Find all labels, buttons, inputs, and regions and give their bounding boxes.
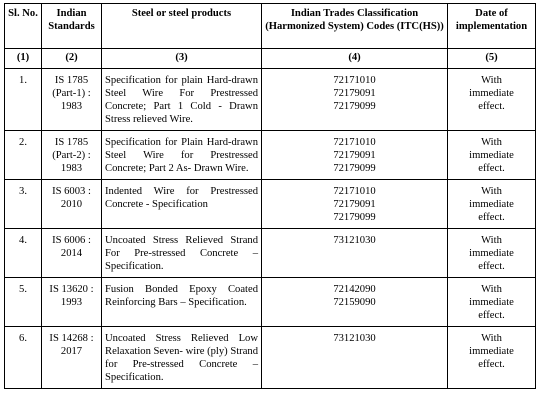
row-itc-codes: 73121030 bbox=[261, 228, 448, 278]
row-implementation-date: With immediate effect. bbox=[447, 228, 536, 278]
header-date: Date of implementation bbox=[447, 3, 536, 49]
header-products: Steel or steel products bbox=[101, 3, 262, 49]
column-number: (4) bbox=[261, 48, 448, 69]
table-row: 5. IS 13620 : 1993 Fusion Bonded Epoxy Coa… bbox=[4, 277, 536, 327]
implementation-date-text: effect. bbox=[478, 163, 505, 174]
header-indian-standards: Indian Standards bbox=[41, 3, 102, 49]
row-implementation-date: With immediate effect. bbox=[447, 68, 536, 131]
implementation-date-text: With bbox=[481, 137, 502, 148]
row-serial-number: 4. bbox=[4, 228, 42, 278]
row-itc-codes: 72171010 72179091 72179099 bbox=[261, 130, 448, 180]
implementation-date-text: With bbox=[481, 75, 502, 86]
row-indian-standard: IS 1785 (Part-1) : 1983 bbox=[41, 68, 102, 131]
table-row: 2. IS 1785 (Part-2) : 1983 Specification f… bbox=[4, 130, 536, 180]
table-row: 3. IS 6003 : 2010 Indented Wire for Prestr… bbox=[4, 179, 536, 229]
itc-code: 73121030 bbox=[333, 235, 376, 246]
row-product-description: Fusion Bonded Epoxy Coated Reinforcing B… bbox=[101, 277, 262, 327]
implementation-date-text: With bbox=[481, 186, 502, 197]
row-itc-codes: 72171010 72179091 72179099 bbox=[261, 68, 448, 131]
row-product-description: Specification for plain Hard-drawn Steel… bbox=[101, 68, 262, 131]
column-number: (1) bbox=[4, 48, 42, 69]
implementation-date-text: With bbox=[481, 235, 502, 246]
row-product-description: Specification for Plain Hard-drawn Steel… bbox=[101, 130, 262, 180]
row-serial-number: 5. bbox=[4, 277, 42, 327]
row-indian-standard: IS 6006 : 2014 bbox=[41, 228, 102, 278]
itc-code: 72171010 bbox=[333, 186, 376, 197]
row-indian-standard: IS 14268 : 2017 bbox=[41, 326, 102, 389]
implementation-date-text: effect. bbox=[478, 359, 505, 370]
itc-code: 72179091 bbox=[333, 199, 376, 210]
itc-code: 72179099 bbox=[333, 163, 376, 174]
row-indian-standard: IS 1785 (Part-2) : 1983 bbox=[41, 130, 102, 180]
row-serial-number: 3. bbox=[4, 179, 42, 229]
row-indian-standard: IS 6003 : 2010 bbox=[41, 179, 102, 229]
row-product-description: Uncoated Stress Relieved Low Relaxation … bbox=[101, 326, 262, 389]
header-itc-codes: Indian Trades Classification (Harmonized… bbox=[261, 3, 448, 49]
row-serial-number: 2. bbox=[4, 130, 42, 180]
row-serial-number: 1. bbox=[4, 68, 42, 131]
standards-table: Sl. No. Indian Standards Steel or steel … bbox=[4, 3, 536, 389]
itc-code: 72179099 bbox=[333, 101, 376, 112]
implementation-date-text: immediate bbox=[469, 346, 514, 357]
row-itc-codes: 72171010 72179091 72179099 bbox=[261, 179, 448, 229]
implementation-date-text: immediate bbox=[469, 297, 514, 308]
header-row: Sl. No. Indian Standards Steel or steel … bbox=[4, 3, 536, 49]
implementation-date-text: immediate bbox=[469, 199, 514, 210]
table-row: 1. IS 1785 (Part-1) : 1983 Specification f… bbox=[4, 68, 536, 131]
itc-code: 72179091 bbox=[333, 150, 376, 161]
column-number: (3) bbox=[101, 48, 262, 69]
implementation-date-text: With bbox=[481, 333, 502, 344]
row-indian-standard: IS 13620 : 1993 bbox=[41, 277, 102, 327]
row-implementation-date: With immediate effect. bbox=[447, 130, 536, 180]
implementation-date-text: effect. bbox=[478, 310, 505, 321]
row-itc-codes: 72142090 72159090 bbox=[261, 277, 448, 327]
table-body: 1. IS 1785 (Part-1) : 1983 Specification f… bbox=[4, 68, 536, 389]
implementation-date-text: immediate bbox=[469, 248, 514, 259]
implementation-date-text: effect. bbox=[478, 212, 505, 223]
implementation-date-text: immediate bbox=[469, 150, 514, 161]
implementation-date-text: immediate bbox=[469, 88, 514, 99]
row-implementation-date: With immediate effect. bbox=[447, 179, 536, 229]
itc-code: 72171010 bbox=[333, 75, 376, 86]
column-number: (5) bbox=[447, 48, 536, 69]
row-itc-codes: 73121030 bbox=[261, 326, 448, 389]
itc-code: 72159090 bbox=[333, 297, 376, 308]
header-sl-no: Sl. No. bbox=[4, 3, 42, 49]
column-number-row: (1) (2) (3) (4) (5) bbox=[4, 48, 536, 69]
implementation-date-text: effect. bbox=[478, 101, 505, 112]
row-product-description: Uncoated Stress Relieved Strand For Pre-… bbox=[101, 228, 262, 278]
table-row: 4. IS 6006 : 2014 Uncoated Stress Relieved… bbox=[4, 228, 536, 278]
row-serial-number: 6. bbox=[4, 326, 42, 389]
itc-code: 72142090 bbox=[333, 284, 376, 295]
row-implementation-date: With immediate effect. bbox=[447, 277, 536, 327]
implementation-date-text: With bbox=[481, 284, 502, 295]
itc-code: 72179099 bbox=[333, 212, 376, 223]
itc-code: 73121030 bbox=[333, 333, 376, 344]
itc-code: 72179091 bbox=[333, 88, 376, 99]
row-product-description: Indented Wire for Prestressed Concrete -… bbox=[101, 179, 262, 229]
implementation-date-text: effect. bbox=[478, 261, 505, 272]
row-implementation-date: With immediate effect. bbox=[447, 326, 536, 389]
column-number: (2) bbox=[41, 48, 102, 69]
table-row: 6. IS 14268 : 2017 Uncoated Stress Relieve… bbox=[4, 326, 536, 389]
itc-code: 72171010 bbox=[333, 137, 376, 148]
